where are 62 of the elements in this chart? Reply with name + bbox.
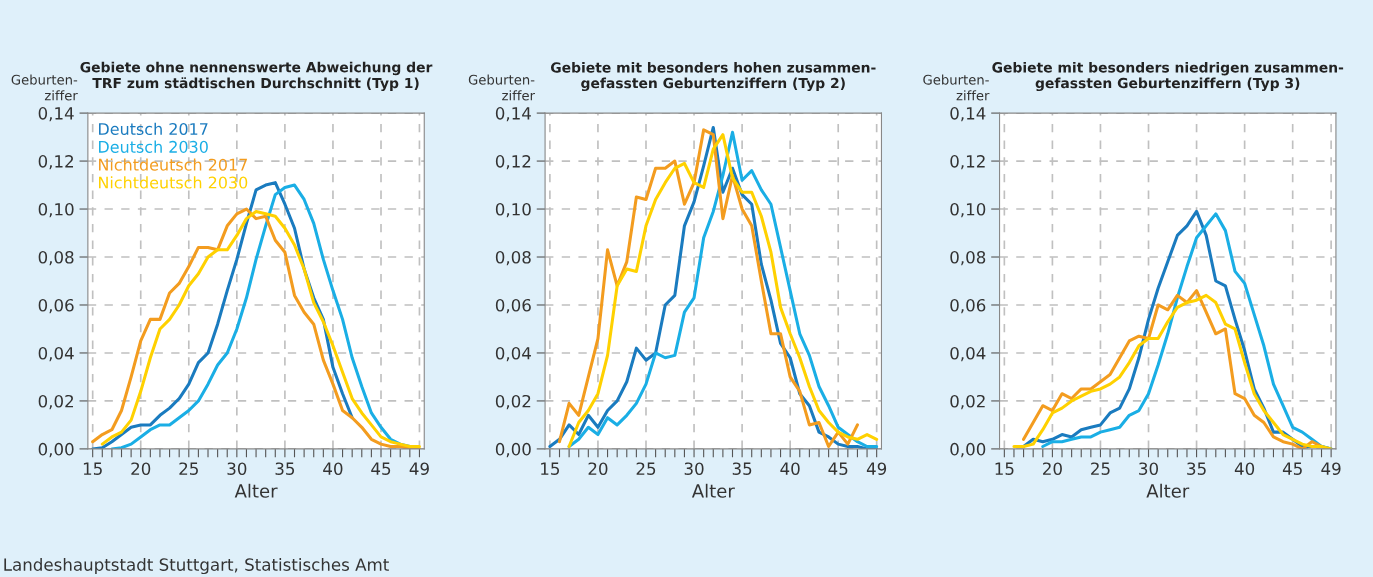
y-axis-title: Geburten- ziffer bbox=[11, 74, 78, 101]
x-tick-label: 35 bbox=[732, 462, 752, 475]
x-tick-label: 15 bbox=[83, 462, 102, 475]
y-tick-label: 0,00 bbox=[38, 442, 74, 458]
y-tick-label: 0,14 bbox=[495, 107, 531, 122]
x-tick-label: 15 bbox=[541, 462, 560, 475]
x-tick-label: 35 bbox=[1187, 462, 1206, 475]
y-tick-label: 0,02 bbox=[38, 394, 74, 410]
y-tick-label: 0,08 bbox=[950, 250, 986, 266]
x-tick-label: 25 bbox=[179, 462, 198, 475]
y-tick-label: 0,14 bbox=[950, 107, 986, 122]
x-tick-label: 35 bbox=[275, 462, 295, 475]
y-tick-label: 0,04 bbox=[38, 346, 74, 362]
x-tick-label: 49 bbox=[866, 462, 887, 475]
y-tick-label: 0,06 bbox=[495, 298, 531, 314]
x-tick-label: 25 bbox=[636, 462, 656, 475]
x-tick-label: 45 bbox=[1282, 462, 1302, 475]
text: Landeshauptstadt Stuttgart, Statistisches Amt bbox=[4, 557, 389, 575]
x-tick-label: 49 bbox=[409, 462, 429, 475]
x-tick-label: 20 bbox=[131, 462, 151, 475]
chart-title: Gebiete mit besonders hohen zusammen- gefassten Geburtenziffern (Typ 2) bbox=[550, 61, 876, 92]
x-tick-label: 30 bbox=[1139, 462, 1159, 475]
x-tick-label: 30 bbox=[684, 462, 704, 475]
y-tick-label: 0,08 bbox=[38, 250, 74, 266]
chart-title: Gebiete mit besonders niedrigen zusammen- gefassten Geburtenziffern (Typ 3) bbox=[992, 61, 1344, 92]
text: Deutsch 2030 bbox=[99, 140, 208, 153]
y-tick-label: 0,00 bbox=[950, 442, 986, 458]
y-tick-label: 0,06 bbox=[950, 298, 986, 314]
y-tick-label: 0,08 bbox=[495, 250, 531, 266]
x-tick-label: 45 bbox=[371, 462, 391, 475]
chart-title: Gebiete ohne nennenswerte Abweichung der TRF zum städtischen Durchschnitt (Typ 1) bbox=[80, 61, 433, 92]
x-tick-label: 40 bbox=[323, 462, 343, 475]
x-tick-label: 40 bbox=[780, 462, 800, 475]
y-tick-label: 0,10 bbox=[38, 203, 74, 218]
x-tick-label: 25 bbox=[1091, 462, 1110, 475]
y-tick-label: 0,02 bbox=[495, 394, 531, 410]
y-tick-label: 0,04 bbox=[950, 346, 986, 362]
y-tick-label: 0,10 bbox=[495, 203, 531, 218]
y-tick-label: 0,14 bbox=[38, 107, 74, 122]
x-tick-label: 45 bbox=[828, 462, 848, 475]
x-tick-label: 40 bbox=[1234, 462, 1255, 475]
y-axis-title: Geburten- ziffer bbox=[468, 74, 535, 101]
x-axis-title: Alter bbox=[234, 483, 278, 498]
y-tick-label: 0,04 bbox=[495, 346, 531, 362]
y-tick-label: 0,02 bbox=[950, 394, 985, 410]
text: Nichtdeutsch 2017 bbox=[99, 158, 247, 171]
y-tick-label: 0,12 bbox=[38, 155, 74, 170]
x-axis-title: Alter bbox=[1146, 483, 1190, 498]
x-tick-label: 49 bbox=[1321, 462, 1341, 475]
y-tick-label: 0,00 bbox=[495, 442, 531, 458]
x-axis-title: Alter bbox=[691, 483, 735, 498]
x-tick-label: 15 bbox=[995, 462, 1014, 475]
x-tick-label: 20 bbox=[588, 462, 608, 475]
y-tick-label: 0,06 bbox=[38, 298, 74, 314]
text: Deutsch 2017 bbox=[99, 122, 208, 136]
x-tick-label: 30 bbox=[227, 462, 247, 475]
y-tick-label: 0,12 bbox=[495, 155, 531, 170]
x-tick-label: 20 bbox=[1043, 462, 1062, 475]
y-tick-label: 0,12 bbox=[950, 155, 985, 170]
y-tick-label: 0,10 bbox=[950, 203, 986, 218]
series-label: Nichtdeutsch 2030 bbox=[99, 176, 248, 189]
y-axis-title: Geburten- ziffer bbox=[923, 74, 990, 101]
